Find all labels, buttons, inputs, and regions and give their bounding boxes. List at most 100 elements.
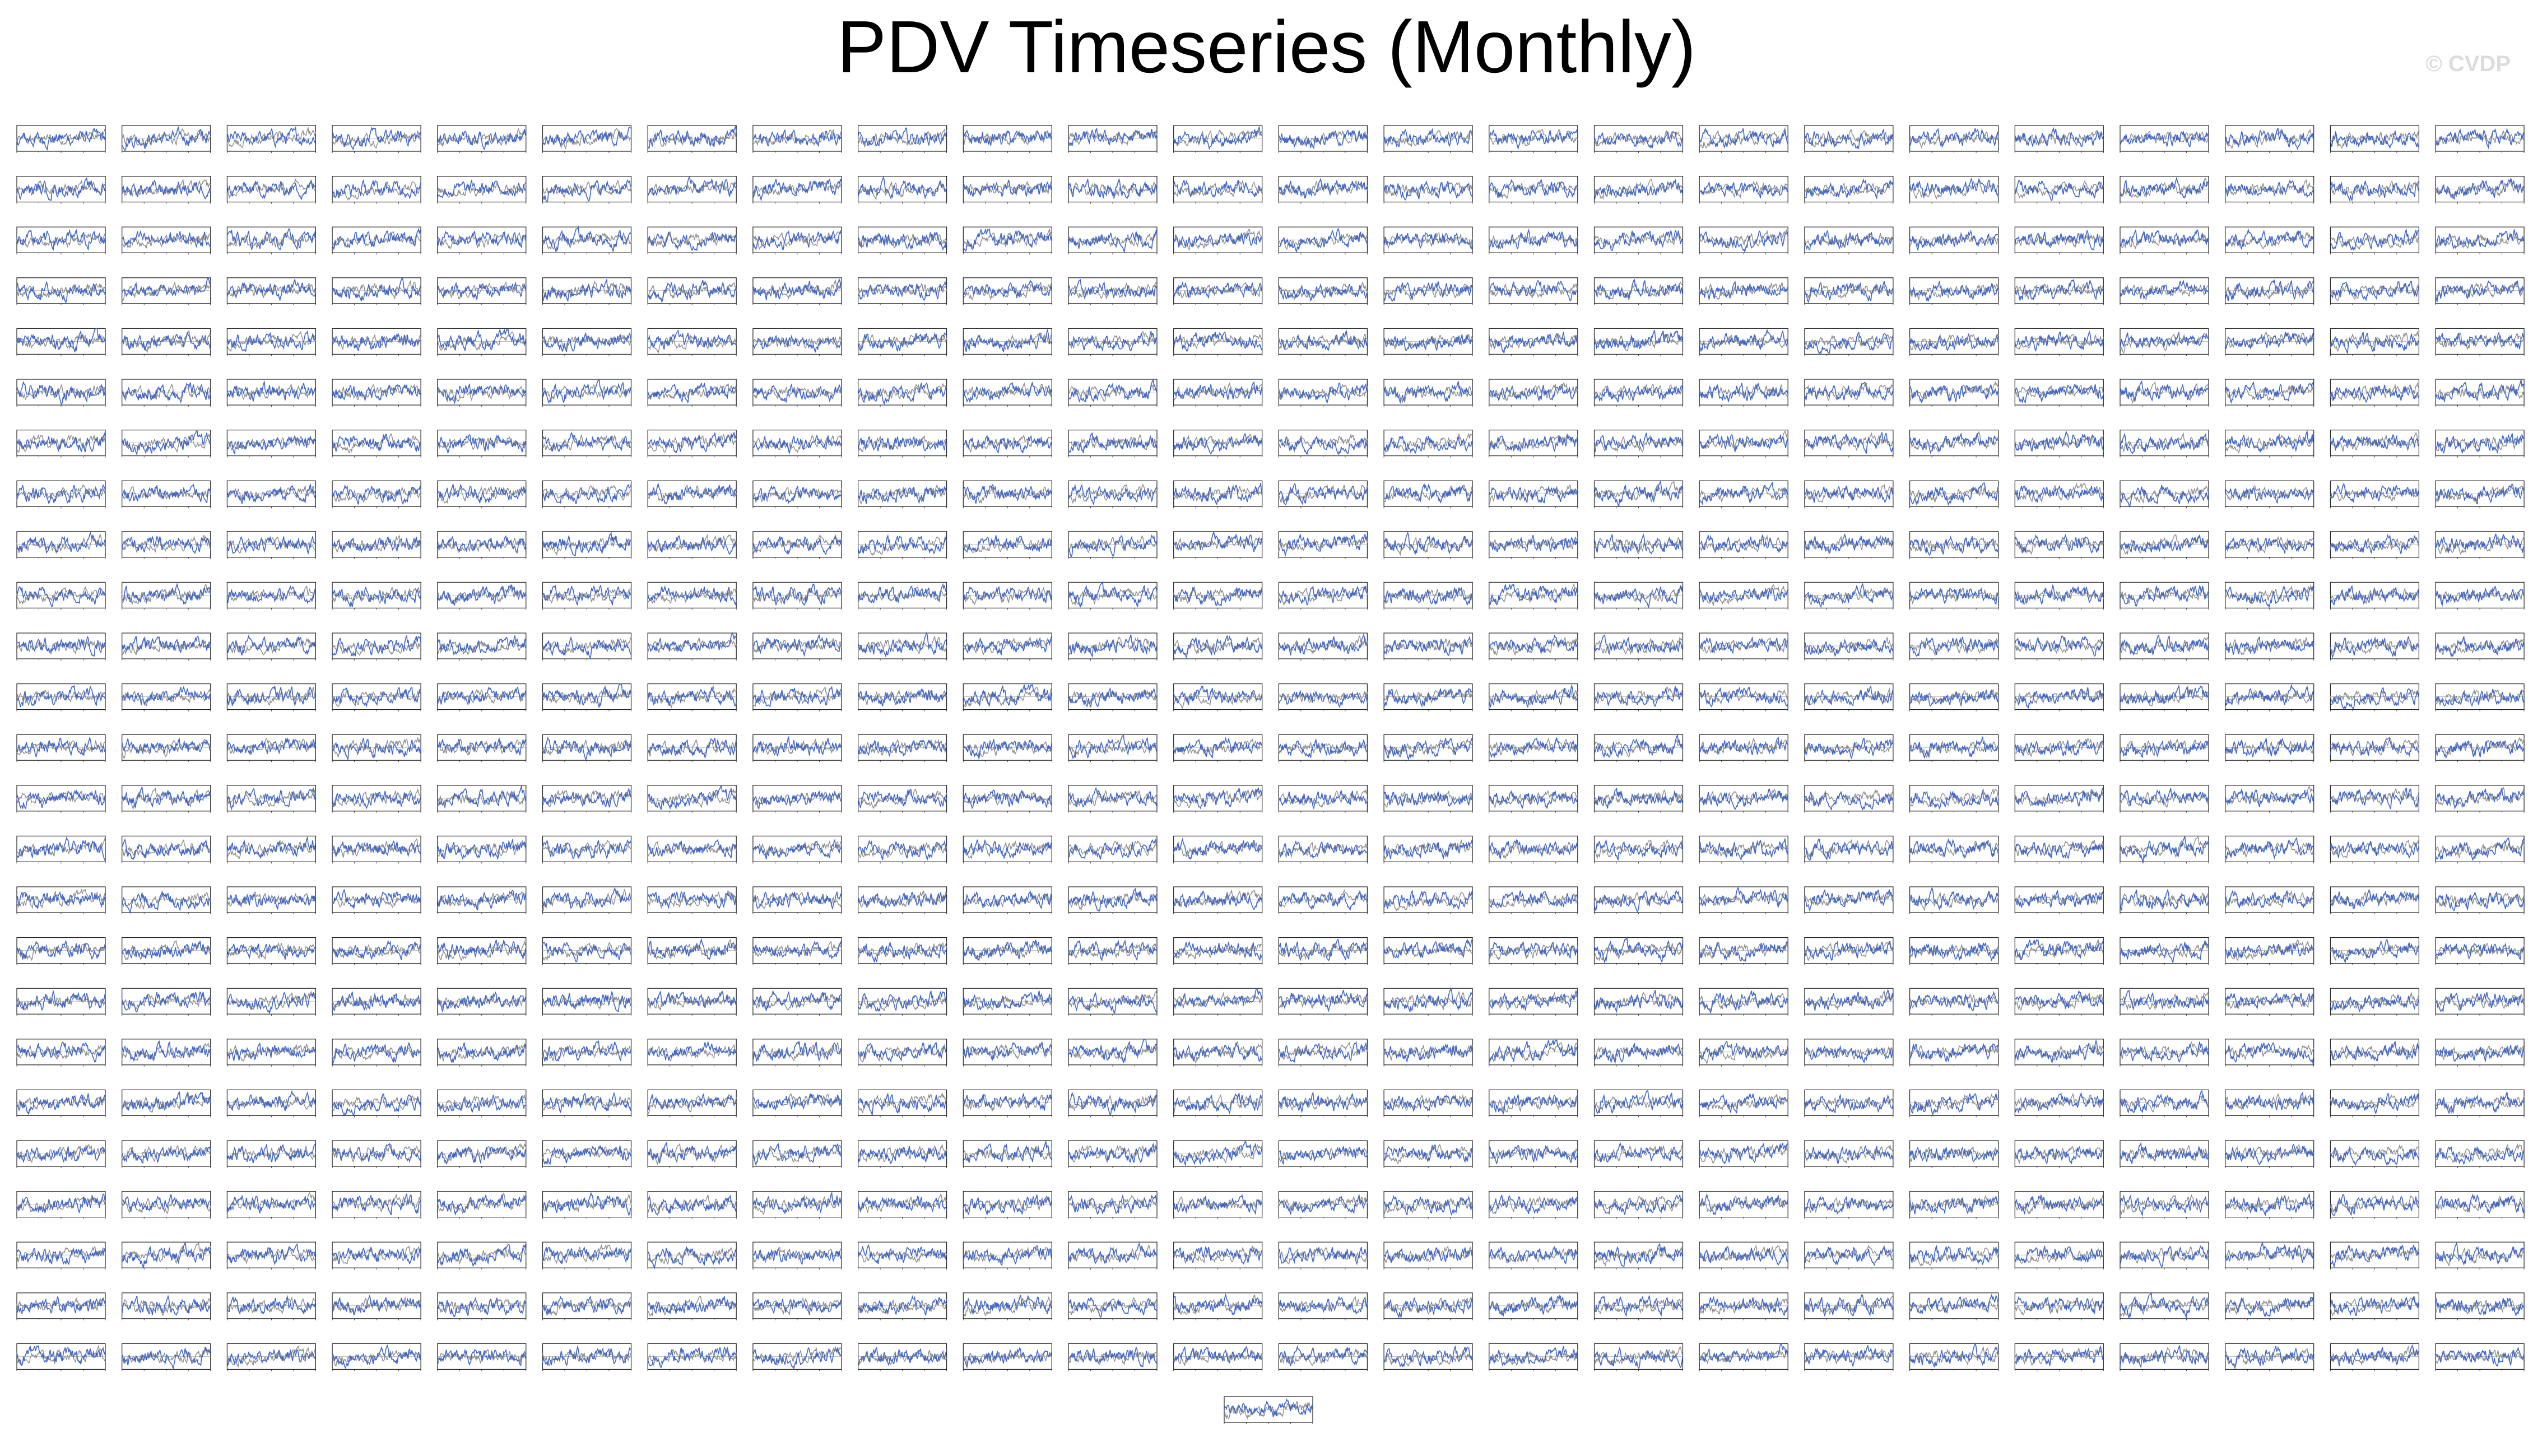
ensemble-member-line bbox=[437, 328, 527, 351]
ensemble-member-line bbox=[1068, 687, 1158, 708]
timeseries-panel bbox=[226, 531, 317, 559]
ensemble-member-line bbox=[1383, 381, 1473, 404]
ensemble-member-line bbox=[1804, 1145, 1894, 1165]
timeseries-panel bbox=[857, 531, 947, 559]
ensemble-member-line bbox=[1278, 840, 1368, 859]
ensemble-member-line bbox=[121, 990, 211, 1013]
ensemble-member-line bbox=[121, 430, 211, 457]
timeseries-panel bbox=[332, 1140, 421, 1168]
timeseries-panel bbox=[752, 886, 842, 914]
ensemble-member-line bbox=[437, 1146, 527, 1165]
ensemble-member-line bbox=[752, 838, 842, 860]
ensemble-member-line bbox=[1699, 838, 1788, 861]
timeseries-panel bbox=[647, 632, 737, 660]
ensemble-member-line bbox=[1909, 333, 1999, 352]
ensemble-member-line bbox=[2330, 131, 2420, 150]
ensemble-member-line bbox=[1383, 839, 1473, 860]
timeseries-panel bbox=[2014, 988, 2104, 1016]
timeseries-panel bbox=[1383, 734, 1473, 762]
timeseries-panel bbox=[1383, 987, 1473, 1016]
observations-line bbox=[1489, 942, 1578, 961]
ensemble-member-line bbox=[2120, 788, 2209, 806]
timeseries-panel bbox=[1383, 1140, 1473, 1168]
ensemble-member-line bbox=[1909, 482, 1999, 506]
ensemble-member-line bbox=[1699, 788, 1788, 811]
timeseries-panel bbox=[1593, 734, 1684, 762]
timeseries-panel bbox=[1804, 429, 1894, 458]
timeseries-panel bbox=[2435, 429, 2525, 458]
ensemble-member-line bbox=[2435, 379, 2525, 403]
timeseries-panel bbox=[16, 886, 106, 914]
timeseries-panel bbox=[2014, 176, 2104, 204]
ensemble-member-line bbox=[857, 435, 947, 452]
ensemble-member-line bbox=[2435, 533, 2525, 555]
observations-line bbox=[332, 838, 421, 858]
ensemble-member-line bbox=[542, 941, 631, 963]
timeseries-panel bbox=[647, 480, 737, 509]
timeseries-panel bbox=[332, 176, 421, 204]
observations-line bbox=[1383, 1143, 1473, 1165]
ensemble-member-line bbox=[1383, 1043, 1473, 1062]
ensemble-member-line bbox=[1068, 127, 1158, 146]
ensemble-member-line bbox=[1383, 737, 1473, 761]
timeseries-panel bbox=[1699, 582, 1788, 610]
timeseries-panel bbox=[2330, 683, 2420, 711]
timeseries-panel bbox=[332, 480, 421, 509]
timeseries-panel bbox=[1699, 1039, 1788, 1067]
ensemble-member-line bbox=[1804, 178, 1894, 199]
ensemble-member-line bbox=[857, 789, 947, 808]
ensemble-member-line bbox=[542, 279, 632, 303]
timeseries-panel bbox=[16, 632, 106, 660]
observations-line bbox=[332, 280, 421, 300]
timeseries-panel bbox=[1804, 176, 1894, 204]
ensemble-member-line bbox=[1489, 280, 1578, 301]
timeseries-panel bbox=[1699, 785, 1788, 813]
ensemble-member-line bbox=[1068, 787, 1158, 808]
observations-line bbox=[2435, 943, 2525, 961]
observations-line bbox=[1173, 840, 1263, 858]
ensemble-member-line bbox=[2330, 994, 2420, 1013]
timeseries-panel bbox=[1278, 429, 1368, 458]
observations-line bbox=[1594, 585, 1684, 603]
timeseries-panel bbox=[963, 379, 1053, 407]
ensemble-member-line bbox=[121, 838, 211, 860]
ensemble-member-line bbox=[1699, 433, 1788, 452]
ensemble-member-line bbox=[963, 535, 1052, 553]
ensemble-member-line bbox=[122, 1091, 211, 1111]
timeseries-panel bbox=[121, 277, 211, 305]
timeseries-panel bbox=[226, 480, 317, 509]
timeseries-panel bbox=[857, 734, 947, 762]
observations-line bbox=[437, 940, 527, 961]
ensemble-member-line bbox=[1909, 1092, 1999, 1116]
timeseries-panel bbox=[542, 125, 632, 153]
timeseries-panel bbox=[1278, 176, 1368, 204]
ensemble-member-line bbox=[542, 379, 632, 404]
timeseries-panel bbox=[752, 734, 842, 762]
timeseries-panel bbox=[647, 683, 737, 711]
observations-line bbox=[226, 127, 317, 148]
timeseries-panel bbox=[1593, 785, 1684, 813]
ensemble-member-line bbox=[2014, 330, 2104, 352]
timeseries-panel bbox=[1699, 379, 1788, 407]
ensemble-member-line bbox=[1593, 585, 1684, 609]
timeseries-panel bbox=[542, 480, 632, 509]
timeseries-panel bbox=[647, 1039, 737, 1067]
timeseries-panel bbox=[121, 785, 211, 813]
timeseries-panel bbox=[1068, 785, 1158, 813]
ensemble-member-line bbox=[332, 587, 421, 607]
timeseries-panel bbox=[226, 835, 317, 864]
timeseries-panel bbox=[1804, 379, 1894, 407]
ensemble-member-line bbox=[1278, 283, 1368, 302]
observations-line bbox=[1278, 942, 1368, 960]
observations-line bbox=[437, 485, 527, 504]
timeseries-panel bbox=[1804, 277, 1894, 305]
ensemble-member-line bbox=[1173, 531, 1263, 552]
ensemble-member-line bbox=[1173, 232, 1263, 248]
ensemble-member-line bbox=[1909, 587, 1999, 605]
timeseries-panel bbox=[2435, 1039, 2525, 1067]
timeseries-panel bbox=[332, 683, 421, 711]
ensemble-member-line bbox=[226, 1042, 317, 1061]
ensemble-member-line bbox=[1489, 1145, 1578, 1165]
timeseries-panel bbox=[16, 226, 106, 255]
ensemble-member-line bbox=[857, 332, 947, 352]
